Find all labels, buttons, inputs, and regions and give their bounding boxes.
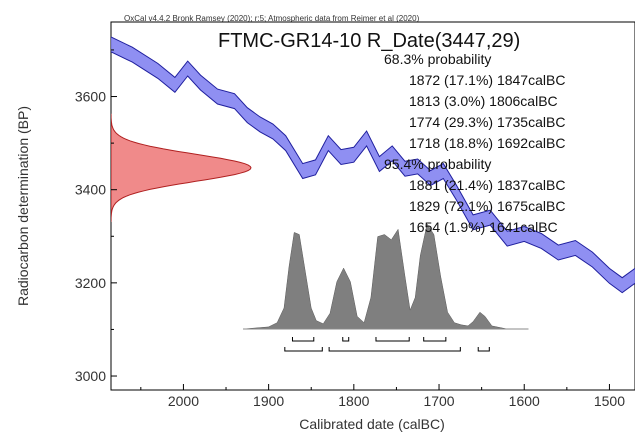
calibration-curve-upper [111,36,635,279]
annotation-line: 1813 (3.0%) 1806calBC [409,93,558,109]
y-tick-label: 3000 [75,368,106,384]
x-tick-label: 1800 [338,393,369,409]
x-axis-title: Calibrated date (calBC) [299,416,445,432]
range-68-bracket [375,337,410,342]
measurement-distribution [111,113,252,222]
annotation-line: 1829 (72.1%) 1675calBC [409,198,565,214]
x-tick-label: 1600 [509,393,540,409]
x-tick-label: 2000 [168,393,199,409]
range-95-bracket [328,347,461,352]
range-68-bracket [423,337,447,342]
posterior-distribution [243,223,529,330]
y-axis-title: Radiocarbon determination (BP) [15,106,31,306]
plot-area [110,21,635,391]
x-tick-label: 1500 [594,393,625,409]
calibration-curve-lower [111,51,635,294]
chart-title: FTMC-GR14-10 R_Date(3447,29) [218,30,520,52]
x-tick-label: 1700 [423,393,454,409]
annotation-line: 1872 (17.1%) 1847calBC [409,72,565,88]
annotation-line: 1654 (1.9%) 1641calBC [409,219,558,235]
annotation-line: 1774 (29.3%) 1735calBC [409,114,565,130]
plot-inner [111,36,635,352]
annotation-line: 68.3% probability [384,51,491,67]
y-tick-label: 3200 [75,275,106,291]
range-95-bracket [284,347,323,352]
y-tick-label: 3400 [75,182,106,198]
axis-ticks: 2000 1900 1800 1700 1600 1500 3000 3200 3400 3600 [75,49,625,409]
y-tick-label: 3600 [75,89,106,105]
range-68-bracket [291,337,315,342]
range-95-bracket [477,347,490,352]
annotation-line: 1718 (18.8%) 1692calBC [409,135,565,151]
x-tick-label: 1900 [253,393,284,409]
annotation-line: 95.4% probability [384,156,491,172]
calibration-curve-band [111,36,635,293]
range-68-bracket [342,337,350,342]
credit-text: OxCal v4.4.2 Bronk Ramsey (2020); r:5; A… [124,14,420,23]
annotation-line: 1881 (21.4%) 1837calBC [409,177,565,193]
annotation-block: 68.3% probability 1872 (17.1%) 1847calBC 1… [384,51,565,235]
